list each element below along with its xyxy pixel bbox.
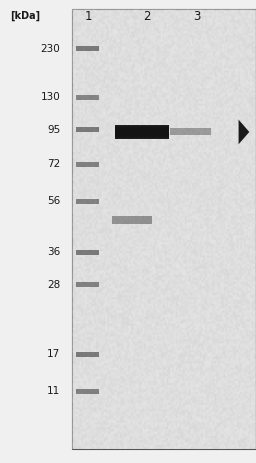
FancyBboxPatch shape [76,199,99,204]
FancyBboxPatch shape [115,126,169,138]
FancyBboxPatch shape [76,46,99,51]
Text: [kDa]: [kDa] [10,11,40,21]
Text: 72: 72 [47,159,60,169]
FancyBboxPatch shape [115,128,169,136]
Text: 36: 36 [47,247,60,257]
Text: 3: 3 [194,10,201,23]
FancyBboxPatch shape [76,282,99,287]
FancyBboxPatch shape [72,9,256,449]
Text: 28: 28 [47,280,60,290]
FancyBboxPatch shape [112,216,152,224]
FancyBboxPatch shape [76,250,99,255]
FancyBboxPatch shape [76,127,99,132]
FancyBboxPatch shape [115,125,169,138]
Text: 11: 11 [47,386,60,396]
Text: 2: 2 [143,10,151,23]
FancyBboxPatch shape [115,127,169,137]
FancyBboxPatch shape [115,125,169,138]
FancyBboxPatch shape [76,389,99,394]
Polygon shape [239,119,249,144]
Text: 130: 130 [40,92,60,102]
FancyBboxPatch shape [115,127,169,137]
Text: 1: 1 [84,10,92,23]
Text: 17: 17 [47,349,60,359]
FancyBboxPatch shape [76,352,99,357]
FancyBboxPatch shape [76,95,99,100]
FancyBboxPatch shape [115,126,169,138]
Text: 230: 230 [40,44,60,54]
Text: 95: 95 [47,125,60,135]
FancyBboxPatch shape [115,128,169,136]
Text: 56: 56 [47,196,60,206]
FancyBboxPatch shape [170,128,211,135]
FancyBboxPatch shape [115,125,169,139]
FancyBboxPatch shape [76,162,99,167]
